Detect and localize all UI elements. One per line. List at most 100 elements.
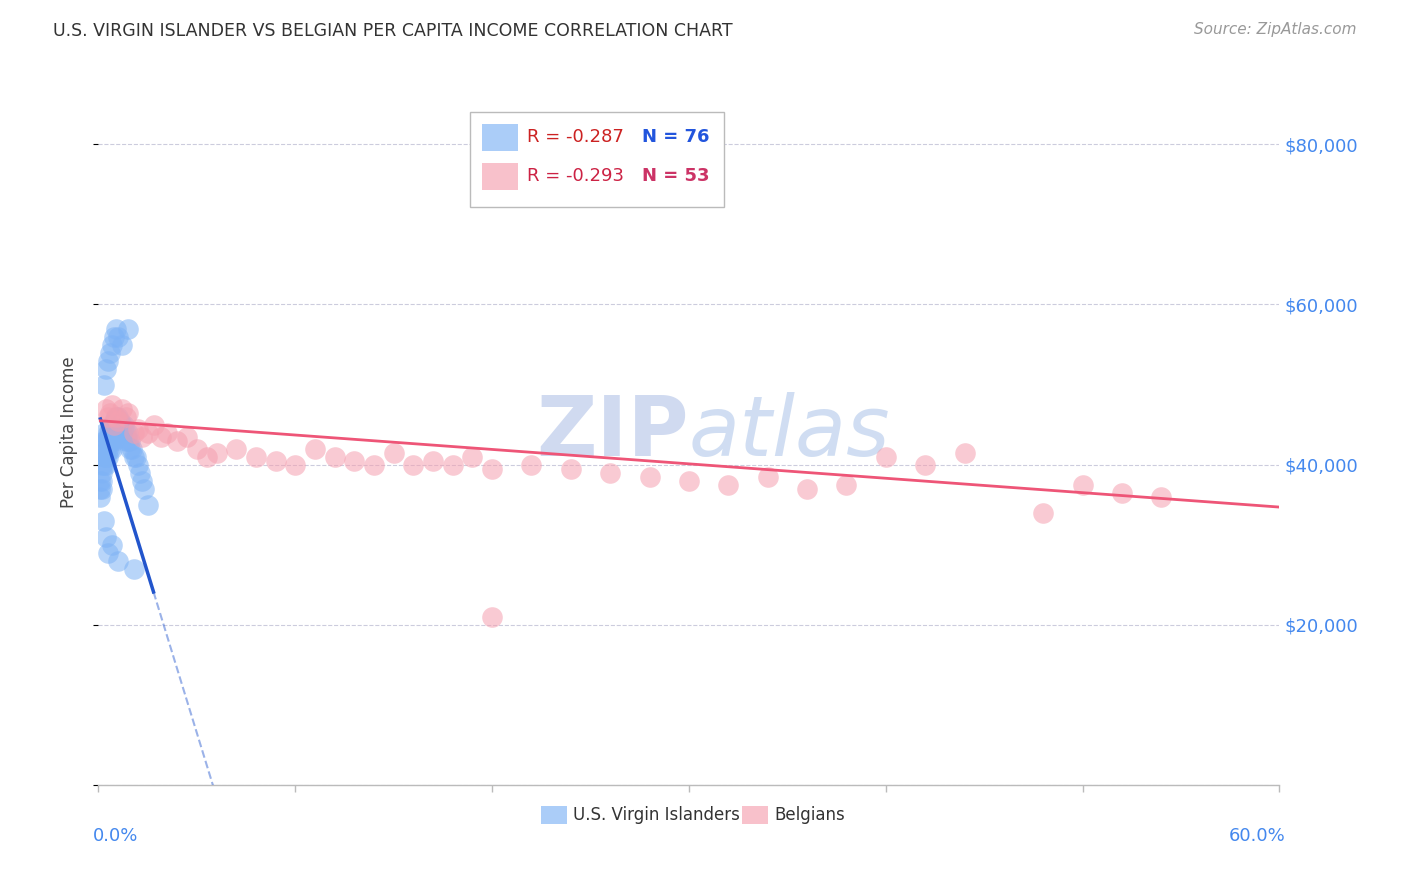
Point [225,442,247,456]
Point [117,425,139,440]
Point [105,417,128,432]
Point [284,458,307,472]
Point [97,429,120,443]
Point [560,461,582,475]
Point [101,417,124,432]
Bar [742,806,768,823]
Point [97,425,120,440]
Point [156,425,179,440]
Point [1032,506,1054,520]
Point [166,434,188,448]
Point [103,434,125,448]
Text: atlas: atlas [689,392,890,473]
Point [91,482,114,496]
Point [97,353,120,368]
Point [93,458,115,472]
Point [678,474,700,488]
Point [481,461,503,475]
Point [101,434,124,448]
Point [108,414,131,428]
Point [98,442,121,456]
Point [914,458,936,472]
Point [103,414,125,428]
Point [103,425,125,440]
Point [1111,485,1133,500]
Bar [482,162,517,189]
Point [103,417,125,432]
Point [481,609,503,624]
Point [520,458,543,472]
Point [98,345,121,359]
Point [108,417,131,432]
Point [107,425,129,440]
Point [93,514,115,528]
Point [105,409,128,424]
Point [97,409,120,424]
Point [756,469,779,483]
Point [101,538,124,552]
Point [97,442,120,456]
Point [91,466,114,480]
Point [97,450,120,464]
Point [127,458,149,472]
Text: Source: ZipAtlas.com: Source: ZipAtlas.com [1194,22,1357,37]
Point [97,546,120,560]
Point [115,409,138,424]
Point [97,434,120,448]
Point [117,434,139,448]
Text: U.S. VIRGIN ISLANDER VS BELGIAN PER CAPITA INCOME CORRELATION CHART: U.S. VIRGIN ISLANDER VS BELGIAN PER CAPI… [53,22,733,40]
Point [118,442,141,456]
Point [142,417,165,432]
Point [343,453,366,467]
Point [105,425,128,440]
Point [461,450,484,464]
Point [111,425,134,440]
Point [101,425,124,440]
Point [111,337,134,351]
Point [96,401,118,416]
Point [101,398,124,412]
Point [121,442,143,456]
Point [264,453,287,467]
Point [91,458,114,472]
Point [93,377,115,392]
Point [93,450,115,464]
Point [93,425,115,440]
Point [245,450,267,464]
Point [93,442,115,456]
Point [103,329,125,343]
Point [98,406,121,420]
Point [107,414,129,428]
Point [150,429,173,443]
Point [112,425,135,440]
Text: 0.0%: 0.0% [93,827,138,846]
Point [96,442,118,456]
Point [101,442,124,456]
Point [98,425,121,440]
Text: 60.0%: 60.0% [1229,827,1285,846]
Point [136,498,159,512]
Point [132,482,155,496]
Point [835,477,858,491]
Point [117,406,139,420]
Point [96,530,118,544]
Point [127,422,149,436]
Text: N = 53: N = 53 [641,167,709,186]
Point [125,450,148,464]
Text: Belgians: Belgians [773,806,845,824]
Point [98,434,121,448]
Point [136,425,159,440]
Point [89,490,111,504]
Point [96,450,118,464]
Point [117,321,139,335]
Point [96,434,118,448]
Point [875,450,897,464]
Point [122,562,145,576]
Point [195,450,218,464]
Bar [541,806,567,823]
Point [98,422,121,436]
Point [131,474,153,488]
Point [111,401,134,416]
Point [128,466,150,480]
Point [89,474,111,488]
